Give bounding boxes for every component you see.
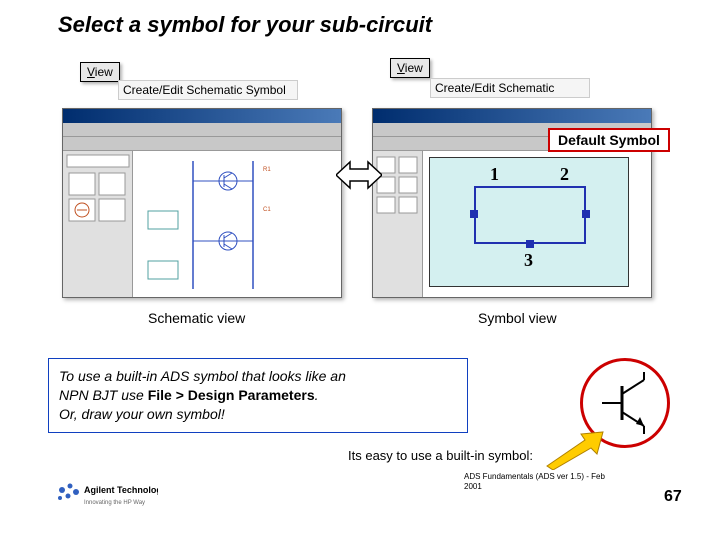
symbol-pin-1 [470,210,478,218]
bjt-symbol-icon [592,368,662,438]
instruction-line2a: NPN BJT use [59,387,148,403]
symbol-rect [474,186,586,244]
svg-text:Innovating the HP Way: Innovating the HP Way [84,500,145,506]
svg-text:C1: C1 [263,207,271,213]
yellow-arrow-icon [545,430,605,470]
menu-item-right[interactable]: Create/Edit Schematic [430,78,590,98]
schematic-window: R1 C1 [62,108,342,298]
component-palette[interactable] [63,151,133,297]
schematic-caption: Schematic view [148,310,245,326]
default-symbol-label: Default Symbol [548,128,670,152]
agilent-logo: Agilent Technologies Innovating the HP W… [48,478,158,518]
instruction-bold: File > Design Parameters [148,387,315,403]
instruction-line1: To use a built-in ADS symbol that looks … [59,368,346,384]
symbol-pin-2 [582,210,590,218]
easy-text: Its easy to use a built-in symbol: [348,448,533,463]
svg-text:R1: R1 [263,167,271,173]
double-arrow-icon [336,158,382,192]
instruction-box: To use a built-in ADS symbol that looks … [48,358,468,433]
instruction-line2c: . [315,387,319,403]
palette-icons [63,151,133,299]
schematic-drawing: R1 C1 [133,151,333,299]
symbol-canvas: 1 2 3 [429,157,629,287]
menu-item-left[interactable]: Create/Edit Schematic Symbol [118,80,298,100]
view-button-right[interactable]: View [390,58,430,78]
window-toolbar [63,137,341,151]
window-menubar [63,123,341,137]
pin-label-1: 1 [490,164,499,185]
svg-text:Agilent Technologies: Agilent Technologies [84,485,158,495]
symbol-pin-3 [526,240,534,248]
schematic-canvas[interactable]: R1 C1 [133,151,341,297]
page-number: 67 [664,488,682,506]
symbol-caption: Symbol view [478,310,557,326]
page-title: Select a symbol for your sub-circuit [58,12,432,38]
window-titlebar [373,109,651,123]
symbol-canvas-wrap[interactable]: 1 2 3 [423,151,651,297]
window-body: 1 2 3 [373,151,651,297]
footer-text: ADS Fundamentals (ADS ver 1.5) - Feb 200… [464,472,614,491]
view-label: iew [405,61,423,75]
view-button-left[interactable]: View [80,62,120,82]
view-label: iew [95,65,113,79]
window-titlebar [63,109,341,123]
window-body: R1 C1 [63,151,341,297]
pin-label-3: 3 [524,250,533,271]
pin-label-2: 2 [560,164,569,185]
instruction-line3: Or, draw your own symbol! [59,406,225,422]
